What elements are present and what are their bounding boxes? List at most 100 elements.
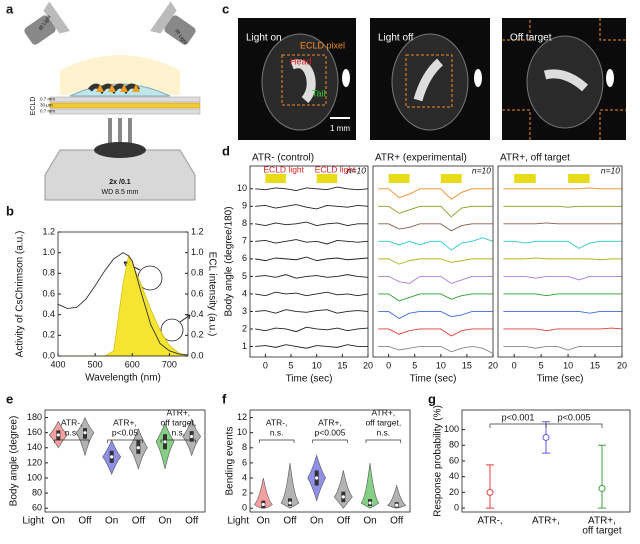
image-title: Light on (246, 33, 282, 44)
ecld-pixel (502, 18, 626, 140)
x-tick-label: Off (132, 516, 145, 527)
image-label: Tail (312, 88, 326, 98)
x-axis-label: Light (22, 516, 44, 527)
group-label: n.s. (171, 427, 185, 437)
dish (526, 35, 604, 129)
trace (378, 237, 494, 251)
median (110, 455, 114, 459)
x-tick-label: 700 (162, 359, 177, 369)
median (190, 434, 194, 439)
tick-label: 0.8 (42, 268, 55, 278)
objective (44, 149, 196, 201)
tick-label: 60 (449, 455, 459, 465)
bracket (107, 439, 143, 443)
x-tick-label: 5 (412, 360, 417, 370)
tick-label: 10 (237, 427, 247, 437)
panel-label: b (6, 203, 14, 218)
n-label: n=10 (601, 165, 620, 175)
dish (261, 33, 339, 131)
x-tick-label: 15 (590, 360, 600, 370)
larva (290, 59, 316, 104)
ecld-pixel (405, 54, 453, 108)
glare (342, 69, 350, 87)
axes-frame (497, 165, 623, 358)
layer (49, 102, 201, 109)
x-tick-label: 400 (50, 359, 65, 369)
tick-label: 120 (27, 457, 42, 467)
group-label: n.s. (376, 427, 390, 437)
axis-label: Body angle (degree/180) (224, 206, 235, 316)
tick-label: 2 (242, 487, 247, 497)
tick-label: 4 (242, 288, 247, 298)
group-label: ATR-, (61, 417, 83, 427)
subplot-title: ATR+ (experimental) (375, 153, 467, 164)
light-period (388, 174, 410, 183)
trace (255, 204, 369, 210)
group-label: ATR+, (166, 407, 190, 417)
n-label: n=10 (347, 165, 366, 175)
median (56, 433, 60, 437)
panel-label: g (428, 391, 436, 406)
x-axis-label: Wavelength (nm) (85, 373, 161, 384)
tick-label: 1.0 (191, 247, 204, 257)
light-period (265, 174, 286, 183)
group-label: ATR+, (113, 417, 137, 427)
layer (49, 96, 201, 103)
objective-lens (94, 142, 146, 158)
tick-label: 0 (242, 503, 247, 513)
x-tick-label: On (257, 516, 270, 527)
annotation: ECLD light (315, 164, 356, 174)
x-tick-label: 500 (88, 359, 103, 369)
tick-label: 0 (454, 502, 459, 512)
x-tick-label: 600 (125, 359, 140, 369)
bracket (258, 439, 295, 443)
point (486, 488, 494, 496)
glare (474, 69, 482, 87)
group-label: p<0.05 (112, 427, 139, 437)
group-label: n.s. (65, 427, 79, 437)
tick-label: 40 (449, 471, 459, 481)
axes-frame (44, 409, 206, 513)
scale-label: 1 mm (330, 124, 350, 133)
violin (333, 470, 353, 509)
tick-label: 1.2 (42, 226, 55, 236)
median (288, 501, 292, 505)
axis-label: Body angle (degree) (9, 416, 20, 507)
point (542, 433, 550, 441)
panel-label: a (6, 1, 14, 16)
tick-label: 80 (32, 487, 42, 497)
tick-label: 0.6 (191, 288, 204, 298)
tick-label: 10 (237, 183, 247, 193)
group-label: off target, (365, 417, 401, 427)
tick-label: 4 (242, 472, 247, 482)
trace (378, 346, 494, 354)
x-tick-label: 5 (539, 360, 544, 370)
lamp (150, 1, 196, 45)
trace (255, 309, 369, 314)
image-title: Off target (510, 33, 552, 44)
n-label: n=10 (472, 165, 491, 175)
violin (280, 462, 300, 509)
trace (378, 188, 493, 200)
violin (387, 484, 407, 509)
x-tick-label: 10 (563, 360, 573, 370)
trace (378, 275, 493, 284)
objective-label: 2x /0.1 (109, 179, 131, 186)
trace (503, 240, 622, 249)
tick-label: 8 (242, 442, 247, 452)
bracket (53, 439, 90, 443)
median (341, 495, 345, 499)
area (58, 254, 189, 357)
group-label: n.s. (270, 427, 284, 437)
trace (503, 293, 622, 297)
trace (378, 223, 493, 232)
tick-label: 7 (242, 236, 247, 246)
setup-diagram: IR Light IR Light ECLD 0.7 mm 30 µm 0.7 … (24, 1, 201, 201)
error-bar (486, 464, 494, 509)
median (163, 440, 167, 444)
point (598, 484, 606, 492)
tick-label: 0.4 (42, 309, 55, 319)
trace (255, 221, 368, 227)
trace (503, 327, 623, 332)
subplot-title: ATR+, off target (500, 153, 570, 164)
